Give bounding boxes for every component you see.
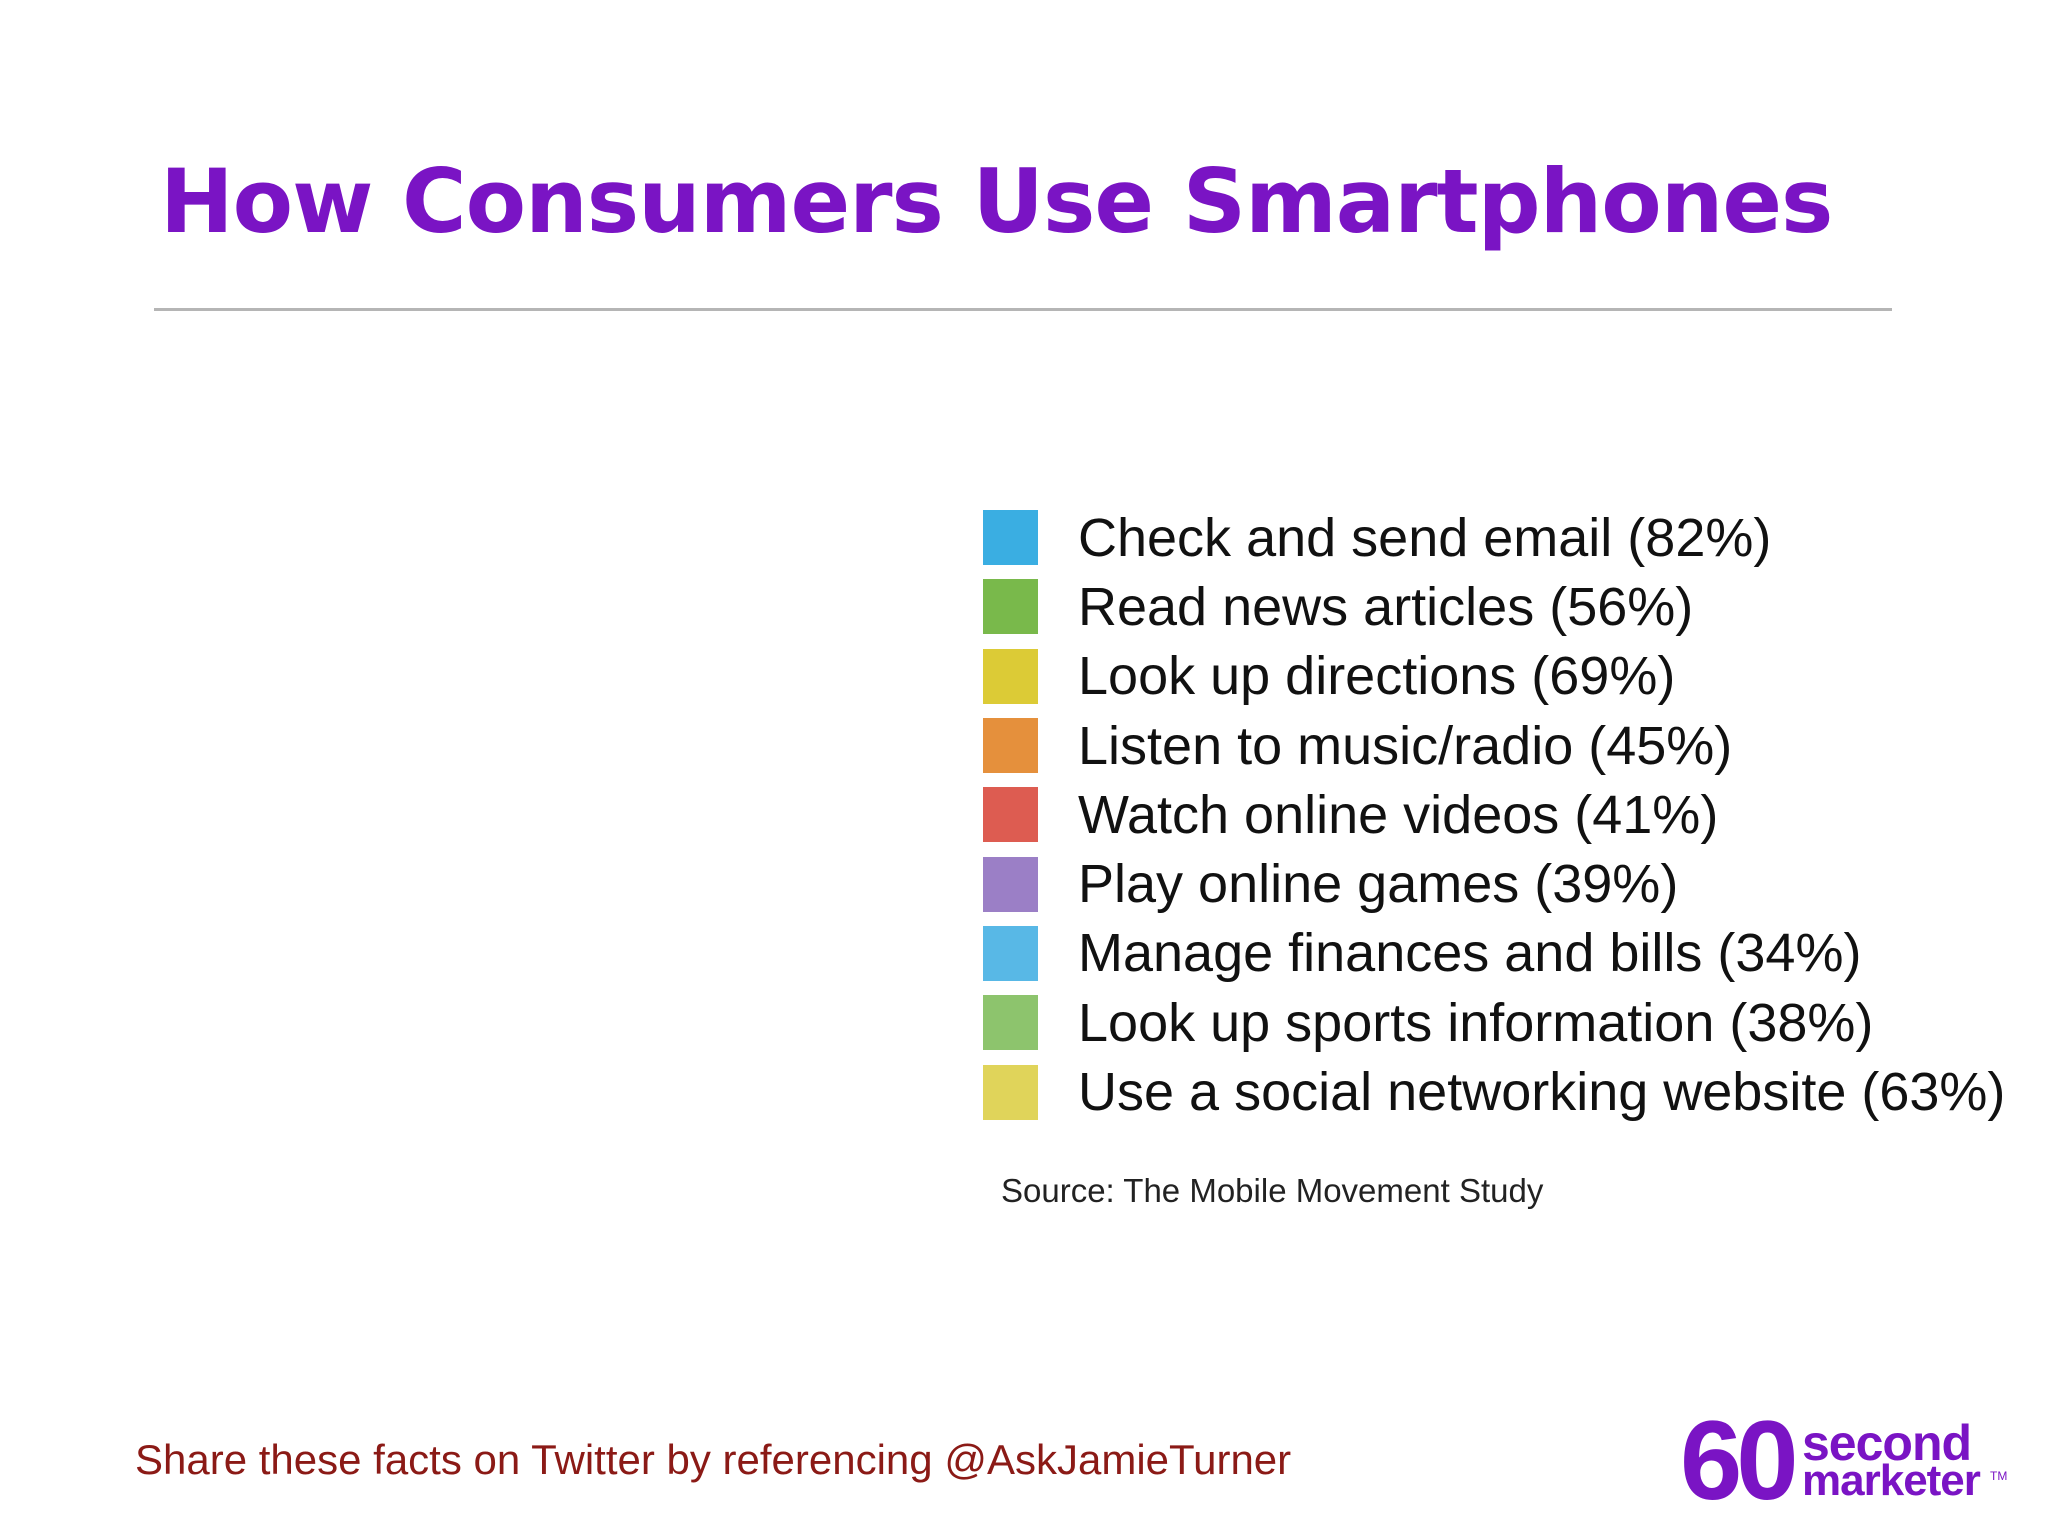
legend-swatch: [983, 579, 1038, 635]
legend-label: Manage finances and bills (34%): [1078, 923, 1862, 984]
legend-label: Use a social networking website (63%): [1078, 1062, 2006, 1123]
legend-label: Check and send email (82%): [1078, 507, 1772, 568]
legend-item: Play online games (39%): [983, 849, 2005, 918]
legend-label: Read news articles (56%): [1078, 576, 1694, 637]
logo-trademark: TM: [1990, 1469, 2008, 1483]
logo-word-second: second: [1802, 1415, 1972, 1471]
legend-item: Listen to music/radio (45%): [983, 711, 2005, 780]
slide-title: How Consumers Use Smartphones: [160, 150, 1833, 253]
legend-label: Play online games (39%): [1078, 854, 1679, 915]
legend-swatch: [983, 718, 1038, 774]
twitter-share-text: Share these facts on Twitter by referenc…: [135, 1436, 1292, 1483]
legend-item: Watch online videos (41%): [983, 780, 2005, 849]
legend-swatch: [983, 925, 1038, 981]
legend-swatch: [983, 510, 1038, 566]
chart-legend: Check and send email (82%) Read news arti…: [983, 503, 2005, 1127]
legend-item: Check and send email (82%): [983, 503, 2005, 572]
legend-item: Read news articles (56%): [983, 572, 2005, 641]
legend-item: Look up sports information (38%): [983, 988, 2005, 1057]
legend-item: Manage finances and bills (34%): [983, 919, 2005, 988]
legend-label: Look up sports information (38%): [1078, 992, 1874, 1053]
legend-label: Look up directions (69%): [1078, 646, 1676, 707]
legend-swatch: [983, 995, 1038, 1051]
legend-item: Use a social networking website (63%): [983, 1057, 2005, 1126]
legend-swatch: [983, 787, 1038, 843]
source-note: Source: The Mobile Movement Study: [1001, 1172, 1544, 1209]
legend-item: Look up directions (69%): [983, 642, 2005, 711]
logo-number: 60: [1680, 1398, 1799, 1523]
legend-swatch: [983, 1064, 1038, 1120]
legend-swatch: [983, 856, 1038, 912]
legend-label: Watch online videos (41%): [1078, 784, 1719, 845]
logo-word-marketer: marketer: [1802, 1456, 1981, 1505]
title-divider: [154, 308, 1892, 311]
legend-swatch: [983, 648, 1038, 704]
legend-label: Listen to music/radio (45%): [1078, 715, 1733, 776]
